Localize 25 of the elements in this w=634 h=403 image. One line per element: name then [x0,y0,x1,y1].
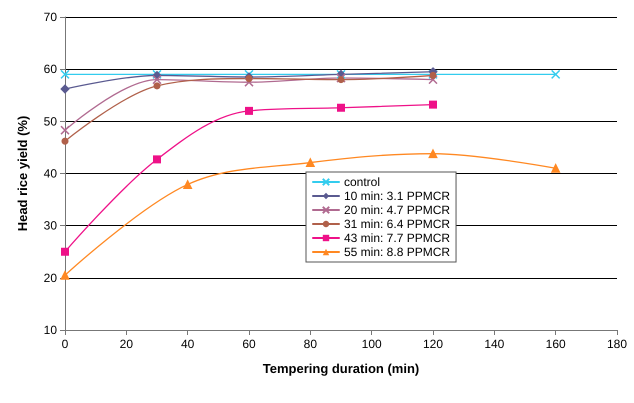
y-tick-label: 70 [44,10,58,24]
y-tick-label: 30 [44,218,58,233]
x-tick-label: 140 [484,337,505,351]
y-tick-label: 50 [44,114,58,128]
x-axis-title: Tempering duration (min) [262,361,420,376]
y-tick-label: 60 [44,62,58,76]
y-tick-label: 10 [44,323,58,337]
x-tick-label: 40 [180,337,195,351]
x-tick-label: 0 [62,337,69,351]
x-tick-label: 60 [242,337,256,351]
x-tick-label: 120 [422,337,444,351]
y-tick-label: 40 [44,166,58,180]
x-tick-label: 160 [546,337,566,351]
x-tick-label: 180 [606,337,628,351]
x-tick-label: 100 [362,337,382,351]
x-tick-label: 80 [304,337,318,351]
legend-label: control [344,175,380,189]
legend-label: 43 min: 7.7 PPMCR [344,231,450,245]
legend-label: 20 min: 4.7 PPMCR [344,203,450,217]
legend-label: 31 min: 6.4 PPMCR [344,217,450,231]
legend-label: 55 min: 8.8 PPMCR [344,245,450,259]
y-tick-label: 20 [44,270,58,285]
legend-label: 10 min: 3.1 PPMCR [344,189,450,203]
y-axis-title: Head rice yield (%) [15,116,30,232]
x-tick-label: 20 [120,337,134,351]
